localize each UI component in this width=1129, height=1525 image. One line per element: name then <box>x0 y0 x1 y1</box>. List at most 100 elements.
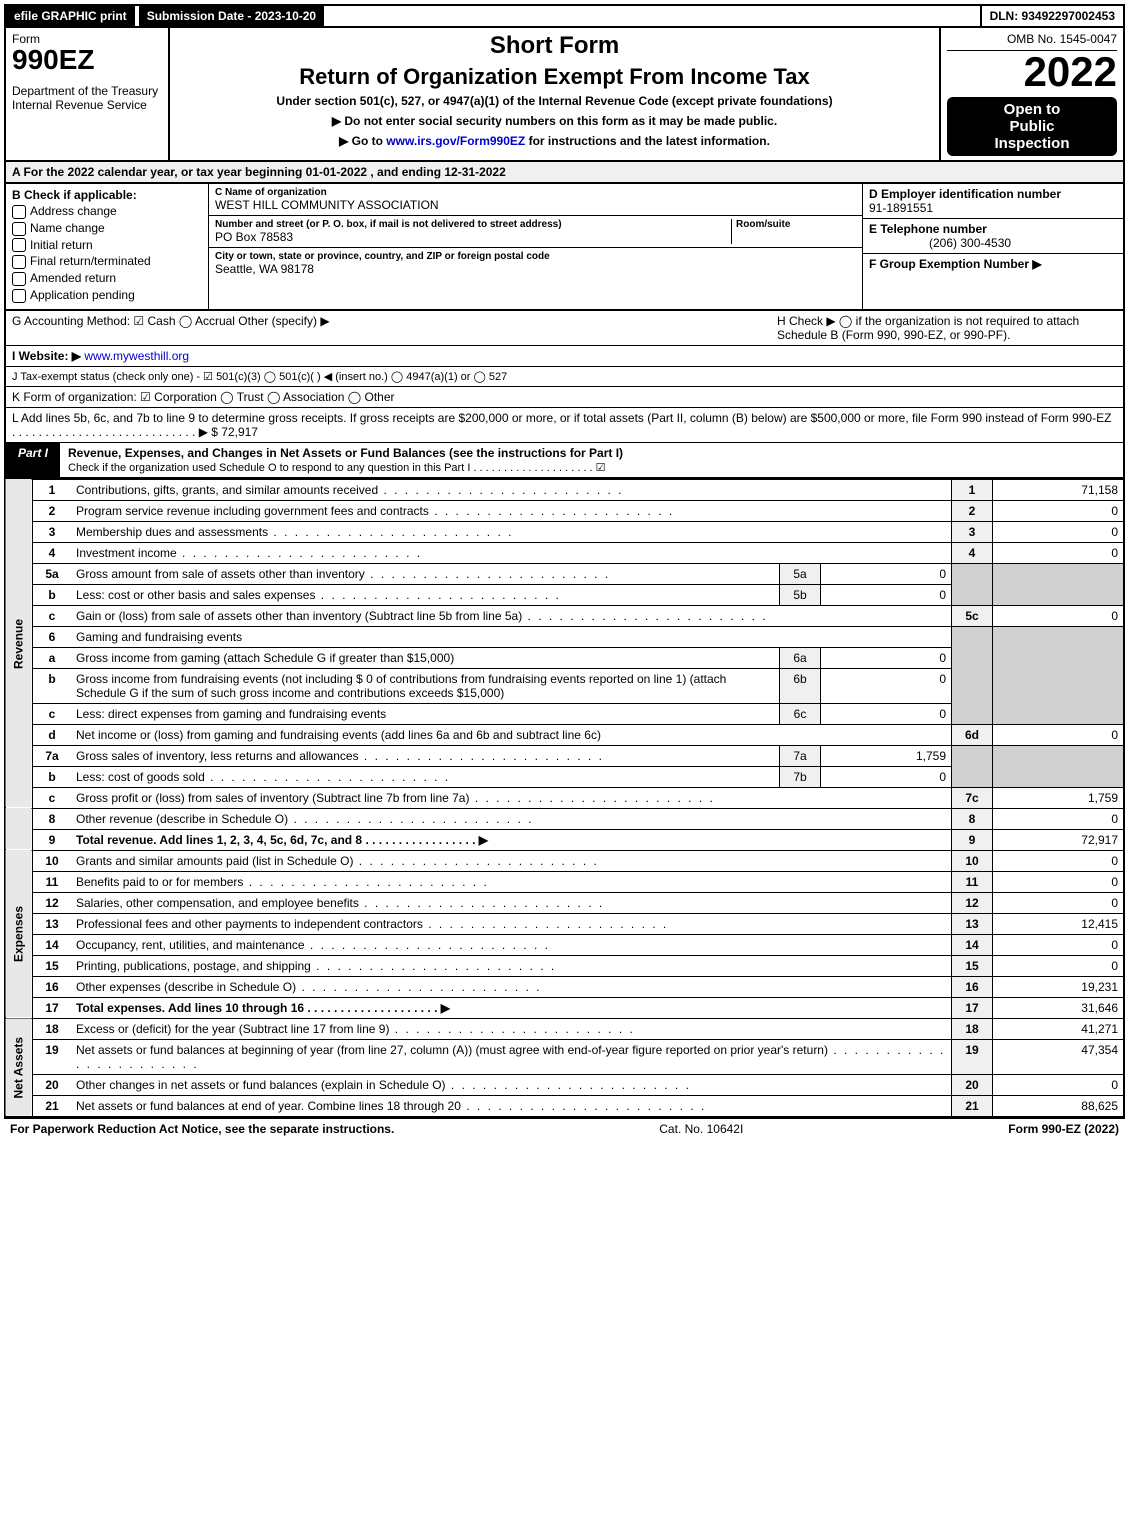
line8-num: 8 <box>33 808 72 829</box>
footer-form-version: Form 990-EZ (2022) <box>1008 1122 1119 1136</box>
inspection-line3: Inspection <box>951 135 1113 152</box>
line7b-sub: 7b <box>780 766 821 787</box>
tax-year: 2022 <box>947 51 1117 93</box>
line12-num: 12 <box>33 892 72 913</box>
opt-amended-return: Amended return <box>30 271 116 285</box>
line-i-website: I Website: ▶ www.mywesthill.org <box>4 346 1125 367</box>
checkbox-application-pending[interactable] <box>12 289 26 303</box>
line6d-val: 0 <box>993 724 1125 745</box>
checkbox-address-change[interactable] <box>12 205 26 219</box>
line21-num: 21 <box>33 1095 72 1117</box>
line6-desc: Gaming and fundraising events <box>76 630 242 644</box>
line10-val: 0 <box>993 850 1125 871</box>
line18-num: 18 <box>33 1018 72 1039</box>
line20-desc: Other changes in net assets or fund bala… <box>76 1078 691 1092</box>
irs-link[interactable]: www.irs.gov/Form990EZ <box>386 134 525 148</box>
line17-ref: 17 <box>952 997 993 1018</box>
line17-num: 17 <box>33 997 72 1018</box>
line7a-desc: Gross sales of inventory, less returns a… <box>76 749 604 763</box>
line2-val: 0 <box>993 500 1125 521</box>
line4-desc: Investment income <box>76 546 422 560</box>
phone-value: (206) 300-4530 <box>869 236 1011 250</box>
line6d-num: d <box>33 724 72 745</box>
opt-name-change: Name change <box>30 221 105 235</box>
line13-desc: Professional fees and other payments to … <box>76 917 668 931</box>
line21-val: 88,625 <box>993 1095 1125 1117</box>
city-state-zip: Seattle, WA 98178 <box>215 262 856 276</box>
line6-num: 6 <box>33 626 72 647</box>
line16-val: 19,231 <box>993 976 1125 997</box>
line9-val: 72,917 <box>993 829 1125 850</box>
ein-header: D Employer identification number <box>869 187 1061 201</box>
line11-val: 0 <box>993 871 1125 892</box>
line7c-ref: 7c <box>952 787 993 808</box>
line7a-subval: 1,759 <box>821 745 952 766</box>
line17-desc: Total expenses. Add lines 10 through 16 … <box>76 1001 450 1015</box>
form-subtitle: Under section 501(c), 527, or 4947(a)(1)… <box>178 94 931 108</box>
line13-ref: 13 <box>952 913 993 934</box>
line8-ref: 8 <box>952 808 993 829</box>
line5a-num: 5a <box>33 563 72 584</box>
submission-date-label: Submission Date - 2023-10-20 <box>139 6 324 26</box>
line5b-num: b <box>33 584 72 605</box>
header-left: Form 990EZ Department of the Treasury In… <box>6 28 170 160</box>
form-number: 990EZ <box>12 46 162 74</box>
part1-check-note: Check if the organization used Schedule … <box>68 462 606 474</box>
instructions-link: ▶ Go to www.irs.gov/Form990EZ for instru… <box>178 134 931 148</box>
line5a-desc: Gross amount from sale of assets other t… <box>76 567 610 581</box>
line7b-desc: Less: cost of goods sold <box>76 770 450 784</box>
line11-desc: Benefits paid to or for members <box>76 875 489 889</box>
line6b-subval: 0 <box>821 668 952 703</box>
line6c-sub: 6c <box>780 703 821 724</box>
line21-ref: 21 <box>952 1095 993 1117</box>
line6a-desc: Gross income from gaming (attach Schedul… <box>76 651 454 665</box>
efile-print-label[interactable]: efile GRAPHIC print <box>6 6 135 26</box>
line13-num: 13 <box>33 913 72 934</box>
line16-desc: Other expenses (describe in Schedule O) <box>76 980 542 994</box>
line9-desc: Total revenue. Add lines 1, 2, 3, 4, 5c,… <box>76 833 488 847</box>
short-form-label: Short Form <box>178 32 931 60</box>
opt-initial-return: Initial return <box>30 238 93 252</box>
line7c-desc: Gross profit or (loss) from sales of inv… <box>76 791 715 805</box>
line5b-desc: Less: cost or other basis and sales expe… <box>76 588 561 602</box>
line19-ref: 19 <box>952 1039 993 1074</box>
line18-ref: 18 <box>952 1018 993 1039</box>
line1-desc: Contributions, gifts, grants, and simila… <box>76 483 624 497</box>
line7b-num: b <box>33 766 72 787</box>
line19-val: 47,354 <box>993 1039 1125 1074</box>
part1-title: Revenue, Expenses, and Changes in Net As… <box>60 443 1123 477</box>
footer-paperwork: For Paperwork Reduction Act Notice, see … <box>10 1122 394 1136</box>
line15-num: 15 <box>33 955 72 976</box>
line1-ref: 1 <box>952 479 993 500</box>
line12-desc: Salaries, other compensation, and employ… <box>76 896 604 910</box>
checkbox-name-change[interactable] <box>12 222 26 236</box>
website-link[interactable]: www.mywesthill.org <box>84 349 189 363</box>
line5c-num: c <box>33 605 72 626</box>
col-de: D Employer identification number 91-1891… <box>862 184 1123 309</box>
row-a-tax-year: A For the 2022 calendar year, or tax yea… <box>4 162 1125 184</box>
row-a-text: A For the 2022 calendar year, or tax yea… <box>12 165 506 179</box>
side-netassets: Net Assets <box>5 1018 33 1117</box>
checkbox-initial-return[interactable] <box>12 238 26 252</box>
line9-ref: 9 <box>952 829 993 850</box>
line2-desc: Program service revenue including govern… <box>76 504 674 518</box>
org-name: WEST HILL COMMUNITY ASSOCIATION <box>215 198 856 212</box>
group-exemption-header: F Group Exemption Number ▶ <box>869 257 1042 271</box>
org-name-header: C Name of organization <box>215 187 856 198</box>
line20-ref: 20 <box>952 1074 993 1095</box>
dln-label: DLN: 93492297002453 <box>980 6 1123 26</box>
line20-num: 20 <box>33 1074 72 1095</box>
line15-desc: Printing, publications, postage, and shi… <box>76 959 556 973</box>
line6c-num: c <box>33 703 72 724</box>
checkbox-final-return[interactable] <box>12 255 26 269</box>
line-j-tax-exempt: J Tax-exempt status (check only one) - ☑… <box>4 367 1125 387</box>
line-h-schedule-b: H Check ▶ ◯ if the organization is not r… <box>777 314 1117 342</box>
line7b-subval: 0 <box>821 766 952 787</box>
line5c-desc: Gain or (loss) from sale of assets other… <box>76 609 768 623</box>
line6c-desc: Less: direct expenses from gaming and fu… <box>76 707 386 721</box>
checkbox-amended-return[interactable] <box>12 272 26 286</box>
col-b-checkboxes: B Check if applicable: Address change Na… <box>6 184 209 309</box>
line7c-num: c <box>33 787 72 808</box>
line9-num: 9 <box>33 829 72 850</box>
line19-num: 19 <box>33 1039 72 1074</box>
